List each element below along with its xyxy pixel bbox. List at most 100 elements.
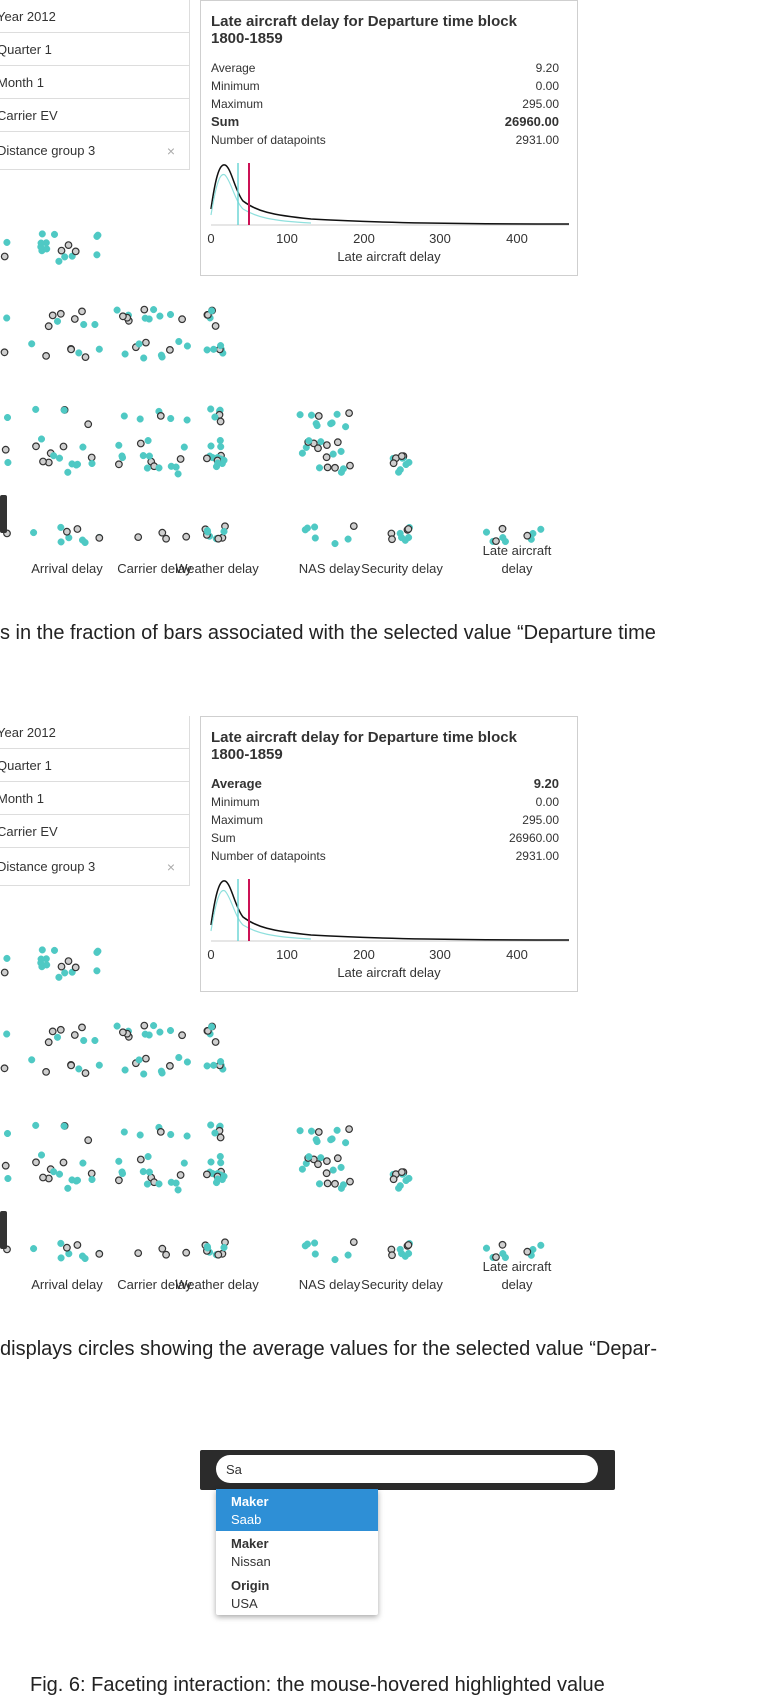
- average-circle: [44, 1038, 53, 1047]
- average-circle: [63, 527, 71, 536]
- scatter-point: [57, 538, 65, 546]
- average-circle: [156, 411, 165, 420]
- average-circle: [404, 1241, 413, 1249]
- scatter-point: [145, 1168, 153, 1176]
- column-label: Late aircraft: [483, 543, 552, 558]
- column-label: NAS delay: [299, 1277, 361, 1292]
- scatter-point: [217, 1159, 225, 1167]
- filter-item[interactable]: Month 1: [0, 782, 190, 815]
- scatter-point: [93, 232, 101, 240]
- filter-item[interactable]: Month 1: [0, 66, 190, 99]
- scatter-point: [307, 411, 316, 419]
- scatter-point: [499, 534, 507, 542]
- search-input[interactable]: [216, 1455, 598, 1483]
- scatter-point: [166, 310, 175, 319]
- scatter-point: [139, 1168, 147, 1176]
- autocomplete-option[interactable]: Maker Nissan: [231, 1536, 271, 1569]
- average-circle: [214, 534, 223, 543]
- scatter-point: [144, 1153, 152, 1161]
- scatter-point: [405, 458, 413, 466]
- scatter-point: [207, 1158, 215, 1166]
- scatter-point: [145, 1031, 153, 1039]
- autocomplete-option[interactable]: Maker Saab: [216, 1489, 378, 1531]
- scatter-point: [329, 450, 337, 458]
- stat-row: Number of datapoints 2931.00: [211, 849, 559, 863]
- average-circle: [141, 1054, 150, 1063]
- stat-row: Minimum 0.00: [211, 79, 559, 93]
- scatter-point: [157, 1067, 165, 1075]
- average-circle: [322, 1169, 331, 1178]
- scatter-point: [3, 413, 12, 422]
- stats-title: Late aircraft delay for Departure time b…: [211, 729, 517, 763]
- average-circle: [349, 522, 358, 531]
- scatter-point: [183, 1132, 191, 1140]
- scatter-point: [88, 459, 96, 468]
- average-circle: [523, 1247, 532, 1256]
- scatter-point: [140, 1070, 148, 1078]
- scatter-point: [73, 1176, 82, 1184]
- scatter-point: [482, 528, 491, 536]
- tooltip-edge: [0, 1211, 7, 1249]
- filter-item[interactable]: Distance group 3 ×: [0, 848, 190, 886]
- scatter-point: [30, 1245, 38, 1253]
- scatter-point: [3, 238, 11, 246]
- scatter-point: [214, 1175, 222, 1183]
- filter-item[interactable]: Distance group 3 ×: [0, 132, 190, 170]
- scatter-point: [118, 1170, 127, 1178]
- filter-label: Carrier EV: [0, 824, 58, 839]
- scatter-point: [175, 1053, 183, 1062]
- average-circle: [1, 445, 10, 454]
- column-label: Carrier delay: [117, 1277, 192, 1292]
- scatter-point: [217, 443, 225, 451]
- scatter-point: [95, 1061, 103, 1069]
- tick-label: 200: [353, 947, 375, 962]
- average-circle: [136, 439, 145, 448]
- remove-filter-icon[interactable]: ×: [166, 143, 175, 159]
- scatter-point: [220, 1243, 228, 1252]
- scatter-point: [50, 1168, 58, 1176]
- scatter-point: [317, 1154, 325, 1162]
- filter-item[interactable]: Year 2012: [0, 716, 190, 749]
- remove-filter-icon[interactable]: ×: [166, 859, 175, 875]
- scatter-point: [396, 1182, 404, 1190]
- average-circle: [84, 420, 93, 429]
- scatter-point: [167, 462, 175, 470]
- scatter-point: [183, 416, 191, 424]
- filter-item[interactable]: Quarter 1: [0, 749, 190, 782]
- caption-line: displays circles showing the average val…: [0, 1338, 658, 1360]
- stat-row: Number of datapoints 2931.00: [211, 133, 559, 147]
- filter-item[interactable]: Carrier EV: [0, 99, 190, 132]
- column-label: delay: [501, 561, 533, 576]
- scatter-point: [210, 345, 218, 353]
- density-curve: [210, 880, 570, 941]
- scatter-point: [333, 410, 341, 418]
- average-circle: [349, 1238, 358, 1247]
- scatter-point: [342, 1139, 350, 1147]
- autocomplete-option[interactable]: Origin USA: [231, 1578, 270, 1611]
- scatter-point: [203, 1062, 211, 1070]
- scatter-point: [311, 523, 319, 531]
- scatter-point: [296, 1127, 304, 1135]
- filter-item[interactable]: Year 2012: [0, 0, 190, 33]
- average-circle: [331, 1179, 339, 1188]
- filter-label: Distance group 3: [0, 143, 96, 158]
- scatter-point: [4, 458, 12, 467]
- filter-item[interactable]: Quarter 1: [0, 33, 190, 66]
- scatter-point: [537, 525, 545, 533]
- scatter-point: [115, 1157, 123, 1165]
- scatter-point: [60, 1122, 68, 1130]
- histogram: 0 100 200 300 400 Late aircraft delay: [207, 879, 570, 980]
- average-circle: [87, 1169, 96, 1178]
- scatter-point: [311, 534, 319, 542]
- filter-item[interactable]: Carrier EV: [0, 815, 190, 848]
- scatter-point: [136, 415, 144, 423]
- scatter-point: [139, 452, 147, 460]
- scatter-point: [298, 1165, 306, 1173]
- average-circle: [0, 252, 9, 261]
- column-label: Arrival delay: [31, 1277, 103, 1292]
- scatter-point: [80, 1036, 88, 1045]
- average-circle: [162, 1250, 171, 1259]
- average-circle: [56, 1025, 65, 1034]
- average-circle: [57, 246, 66, 255]
- average-circle: [314, 1128, 323, 1136]
